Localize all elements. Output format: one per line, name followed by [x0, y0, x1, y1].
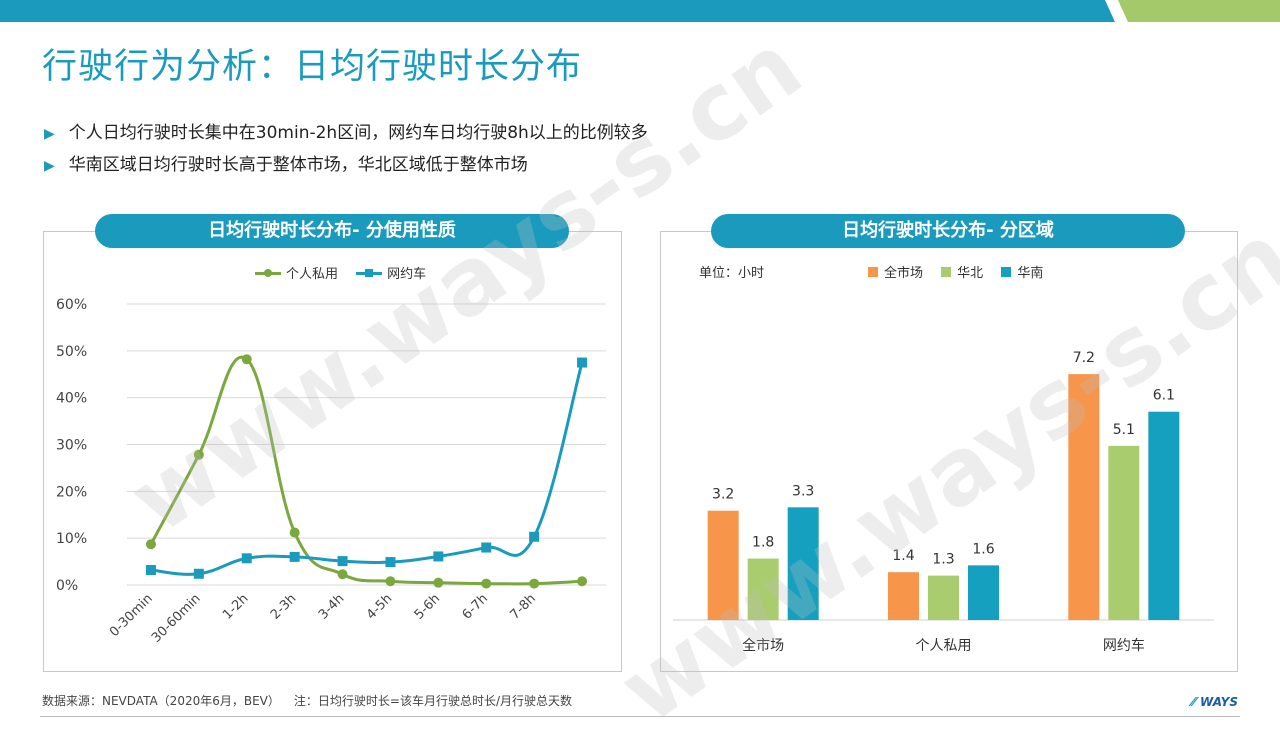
data-point-private — [241, 354, 252, 365]
y-tick-label: 40% — [56, 391, 87, 407]
bullet-text: 个人日均行驶时长集中在30min-2h区间，网约车日均行驶8h以上的比例较多 — [68, 123, 648, 143]
legend-label: 华北 — [957, 266, 984, 281]
bar-chart: 3.2 1.8 3.3 全市场 1.4 1.3 1.6 个人私用 7.2 5.1 6.1 网约车 — [673, 350, 1214, 654]
data-point-ridehail — [529, 531, 540, 542]
top-decor-bar — [0, 0, 1280, 22]
x-tick-label: 1-2h — [220, 591, 251, 622]
bar — [707, 510, 739, 620]
data-label: 3.2 — [712, 487, 734, 503]
data-point-private — [577, 576, 588, 587]
logo-text: WAYS — [1199, 695, 1238, 709]
x-tick-label: 3-4h — [316, 591, 347, 622]
x-tick-label: 7-8h — [508, 591, 539, 622]
data-point-ridehail — [145, 565, 156, 576]
bar-chart-legend: 全市场 华北 华南 — [868, 262, 1057, 281]
bar — [1068, 374, 1100, 620]
line-chart-title: 日均行驶时长分布- 分使用性质 — [95, 214, 569, 248]
data-point-private — [385, 576, 396, 587]
y-tick-label: 30% — [56, 438, 87, 454]
series-line-ridehail — [150, 362, 584, 576]
y-tick-label: 50% — [56, 344, 87, 360]
bar — [968, 565, 999, 620]
data-point-private — [193, 449, 204, 460]
y-tick-label: 20% — [56, 484, 87, 500]
data-label: 6.1 — [1153, 388, 1175, 404]
legend-item-private: 个人私用 — [255, 263, 338, 282]
triangle-bullet-icon: ▶ — [44, 126, 55, 142]
legend-label: 华南 — [1017, 266, 1044, 281]
legend-item-south: 华南 — [1001, 262, 1043, 281]
y-tick-label: 60% — [56, 297, 87, 313]
x-tick-label: 6-7h — [460, 591, 491, 622]
data-label: 1.6 — [972, 541, 994, 557]
data-point-private — [481, 578, 492, 589]
footer-note: 数据来源：NEVDATA（2020年6月，BEV） 注：日均行驶时长=该车月行驶总… — [42, 692, 572, 709]
unit-label: 单位：小时 — [699, 266, 765, 281]
x-category-label: 全市场 — [742, 637, 784, 654]
x-category-label: 个人私用 — [916, 638, 972, 654]
data-label: 1.3 — [932, 552, 954, 568]
bullet-2: ▶ 华南区域日均行驶时长高于整体市场，华北区域低于整体市场 — [44, 150, 528, 175]
data-label: 3.3 — [792, 483, 814, 499]
data-point-private — [337, 569, 348, 580]
footnote: 注：日均行驶时长=该车月行驶总时长/月行驶总天数 — [293, 694, 572, 708]
x-tick-label: 4-5h — [364, 591, 395, 622]
x-tick-label: 2-3h — [268, 591, 299, 622]
data-point-ridehail — [193, 568, 204, 579]
bullet-1: ▶ 个人日均行驶时长集中在30min-2h区间，网约车日均行驶8h以上的比例较多 — [44, 118, 648, 143]
series-line-private — [149, 355, 583, 586]
data-label: 1.4 — [892, 548, 914, 564]
legend-label: 个人私用 — [286, 267, 339, 282]
bar — [888, 572, 919, 620]
x-tick-label: 5-6h — [412, 591, 443, 622]
data-point-private — [145, 539, 156, 550]
ways-logo: ⁄⁄ WAYS — [1192, 695, 1238, 709]
bar — [928, 575, 959, 620]
x-tick-label: 0-30min — [107, 591, 156, 640]
y-tick-label: 0% — [56, 578, 78, 594]
footer-divider — [40, 716, 1240, 717]
bar — [747, 558, 779, 620]
bar — [787, 507, 819, 620]
data-label: 7.2 — [1073, 350, 1095, 366]
bullet-text: 华南区域日均行驶时长高于整体市场，华北区域低于整体市场 — [68, 155, 528, 175]
line-chart-legend: 个人私用 网约车 — [255, 263, 440, 282]
bar — [1148, 411, 1180, 620]
data-point-ridehail — [577, 357, 588, 368]
data-point-ridehail — [481, 542, 492, 553]
data-point-ridehail — [433, 551, 444, 562]
page-title: 行驶行为分析：日均行驶时长分布 — [42, 47, 583, 87]
triangle-bullet-icon: ▶ — [44, 158, 55, 174]
y-tick-label: 10% — [56, 531, 87, 547]
data-source: 数据来源：NEVDATA（2020年6月，BEV） — [42, 694, 280, 708]
data-point-ridehail — [241, 553, 252, 564]
bar — [1108, 445, 1140, 620]
bar-chart-title: 日均行驶时长分布- 分区域 — [711, 214, 1185, 248]
data-point-ridehail — [385, 557, 396, 568]
data-point-private — [433, 577, 444, 588]
legend-label: 全市场 — [884, 266, 924, 281]
data-point-private — [289, 527, 300, 538]
data-point-private — [529, 578, 540, 589]
legend-label: 网约车 — [387, 267, 427, 282]
x-tick-label: 30-60min — [149, 591, 204, 646]
data-label: 1.8 — [752, 535, 774, 551]
data-label: 5.1 — [1113, 422, 1135, 438]
data-point-ridehail — [289, 551, 300, 562]
legend-item-north: 华北 — [941, 262, 983, 281]
data-point-ridehail — [337, 556, 348, 567]
logo-mark-icon: ⁄⁄ — [1191, 695, 1196, 709]
legend-item-all-market: 全市场 — [868, 262, 923, 281]
x-category-label: 网约车 — [1103, 637, 1145, 654]
legend-item-ridehail: 网约车 — [356, 263, 426, 282]
